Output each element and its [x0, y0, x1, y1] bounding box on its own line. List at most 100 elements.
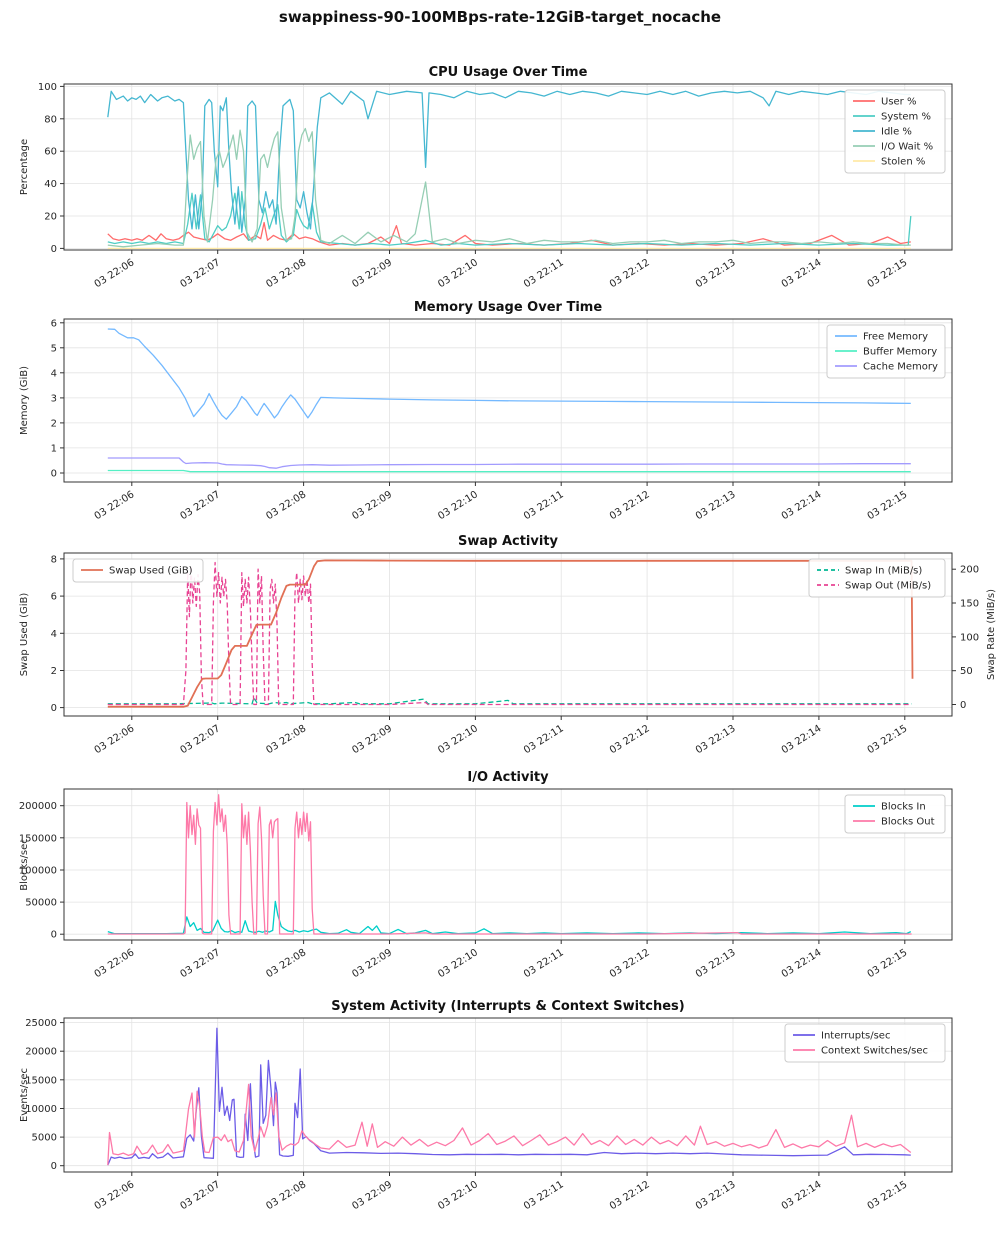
plot-border	[63, 552, 953, 717]
legend-label-stolen: Stolen %	[881, 157, 925, 168]
x-tick-label: 03 22:09	[350, 489, 394, 522]
y-tick-label: 0	[51, 244, 57, 255]
right-y-tick-label: 150	[960, 599, 979, 610]
y-tick-label: 15000	[25, 1075, 57, 1086]
y-tick-label: 4	[51, 629, 57, 640]
x-tick-label: 03 22:12	[608, 489, 652, 522]
x-tick-label: 03 22:08	[264, 257, 308, 290]
y-tick-label: 60	[44, 147, 57, 158]
legend: Interrupts/sec Context Switches/sec	[784, 1023, 946, 1063]
y-tick-label: 1	[51, 443, 57, 454]
x-tick-label: 03 22:09	[350, 1179, 394, 1212]
x-tick-label: 03 22:12	[608, 1179, 652, 1212]
y-tick-label: 200000	[19, 801, 57, 812]
x-tick-label: 03 22:06	[93, 489, 137, 522]
x-tick-label: 03 22:15	[866, 723, 910, 756]
y-axis-label: Memory (GiB)	[19, 366, 30, 435]
right-y-tick-label: 0	[960, 700, 966, 711]
chart-title: System Activity (Interrupts & Context Sw…	[331, 999, 684, 1014]
plot-border	[63, 318, 953, 483]
legend-label-free-memory: Free Memory	[863, 332, 928, 343]
x-tick-label: 03 22:12	[608, 257, 652, 290]
right-y-tick-label: 50	[960, 666, 973, 677]
y-axis-label: Events/sec	[19, 1068, 30, 1122]
legend-label-cache-memory: Cache Memory	[863, 362, 938, 373]
x-tick-label: 03 22:07	[179, 947, 223, 980]
chart-title: I/O Activity	[467, 770, 549, 785]
y-axis-label: Blocks/sec	[19, 838, 30, 891]
x-tick-label: 03 22:06	[93, 723, 137, 756]
cpu-usage-chart: 03 22:06 03 22:07 03 22:08 03 22:09 03 22:10…	[19, 65, 953, 290]
y-tick-label: 3	[51, 393, 57, 404]
legend-label-swap-in-mib-s: Swap In (MiB/s)	[845, 566, 922, 577]
x-tick-label: 03 22:07	[179, 723, 223, 756]
x-tick-label: 03 22:11	[522, 1179, 566, 1212]
memory-usage-chart: 03 22:06 03 22:07 03 22:08 03 22:09 03 22:10…	[19, 300, 953, 522]
series-free-memory	[107, 328, 911, 420]
y-tick-label: 6	[51, 318, 57, 329]
y-tick-label: 50000	[25, 898, 57, 909]
legend: Free Memory Buffer Memory Cache Memory	[826, 324, 946, 379]
x-tick-label: 03 22:12	[608, 723, 652, 756]
x-tick-label: 03 22:14	[780, 257, 824, 290]
x-tick-label: 03 22:08	[264, 1179, 308, 1212]
y-tick-label: 5000	[32, 1133, 57, 1144]
y-tick-label: 4	[51, 368, 57, 379]
right-y-tick-label: 200	[960, 565, 979, 576]
plot-border	[63, 1017, 953, 1173]
series-interrupts-sec	[107, 1027, 911, 1166]
x-tick-label: 03 22:06	[93, 947, 137, 980]
legend-label-blocks-out: Blocks Out	[881, 817, 935, 828]
series-cache-memory	[107, 457, 911, 469]
legend-label-swap-out-mib-s: Swap Out (MiB/s)	[845, 581, 931, 592]
x-tick-label: 03 22:11	[522, 723, 566, 756]
legend-label-context-switches-sec: Context Switches/sec	[821, 1046, 928, 1057]
plot-border	[63, 83, 953, 251]
legend: User % System % Idle % I/O Wait % Stolen %	[844, 89, 946, 174]
io-activity-chart: 03 22:06 03 22:07 03 22:08 03 22:09 03 22:10…	[19, 770, 953, 980]
x-tick-label: 03 22:10	[436, 257, 480, 290]
legend: Swap In (MiB/s) Swap Out (MiB/s)	[808, 558, 946, 598]
series-context-switches-sec	[107, 1083, 912, 1166]
series-i-o-wait	[107, 127, 911, 248]
series-system	[107, 191, 912, 246]
x-tick-label: 03 22:10	[436, 489, 480, 522]
y-tick-label: 100000	[19, 866, 57, 877]
y-tick-label: 0	[51, 930, 57, 941]
y-tick-label: 2	[51, 666, 57, 677]
plot-border	[63, 788, 953, 941]
x-tick-label: 03 22:10	[436, 1179, 480, 1212]
legend-label-i-o-wait: I/O Wait %	[881, 142, 933, 153]
swap-activity-chart: 03 22:06 03 22:07 03 22:08 03 22:09 03 22:10…	[19, 534, 997, 756]
legend-label-idle: Idle %	[881, 127, 912, 138]
y-tick-label: 0	[51, 1161, 57, 1172]
y-tick-label: 150000	[19, 833, 57, 844]
x-tick-label: 03 22:08	[264, 723, 308, 756]
y-tick-label: 100	[38, 82, 57, 93]
y-tick-label: 5	[51, 343, 57, 354]
y-tick-label: 0	[51, 469, 57, 480]
y-tick-label: 25000	[25, 1018, 57, 1029]
x-tick-label: 03 22:06	[93, 257, 137, 290]
series-buffer-memory	[107, 469, 911, 473]
legend: Swap Used (GiB)	[72, 558, 204, 583]
series-swap-out-mib-s	[107, 561, 912, 706]
x-tick-label: 03 22:11	[522, 947, 566, 980]
x-tick-label: 03 22:11	[522, 489, 566, 522]
x-tick-label: 03 22:09	[350, 723, 394, 756]
right-y-axis-label: Swap Rate (MiB/s)	[986, 589, 997, 680]
x-tick-label: 03 22:07	[179, 1179, 223, 1212]
y-tick-label: 0	[51, 703, 57, 714]
series-user	[107, 221, 911, 246]
x-tick-label: 03 22:14	[780, 1179, 824, 1212]
series-blocks-out	[107, 794, 912, 935]
series-swap-in-mib-s	[107, 697, 912, 705]
y-tick-label: 10000	[25, 1104, 57, 1115]
x-tick-label: 03 22:14	[780, 947, 824, 980]
x-tick-label: 03 22:15	[866, 257, 910, 290]
legend-label-blocks-in: Blocks In	[881, 802, 926, 813]
y-tick-label: 20	[44, 212, 57, 223]
x-tick-label: 03 22:07	[179, 257, 223, 290]
